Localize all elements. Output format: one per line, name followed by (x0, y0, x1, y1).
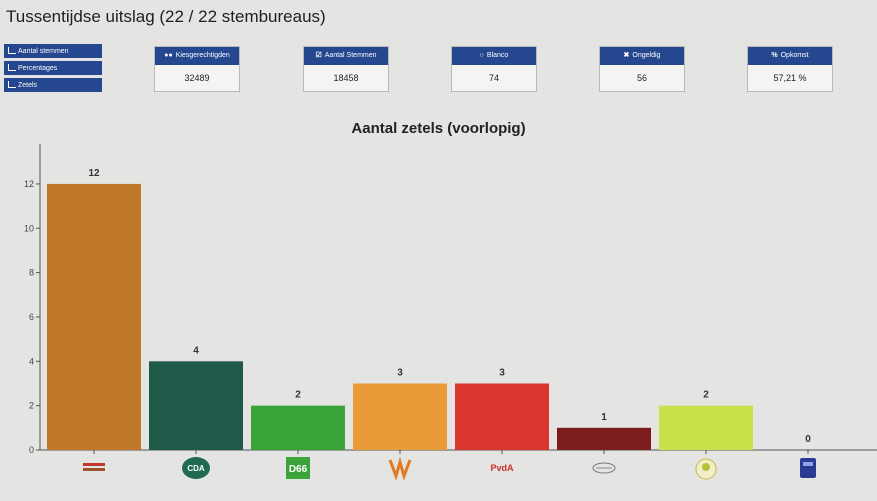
users-icon: ●● (164, 52, 173, 59)
bar[interactable] (353, 383, 447, 450)
y-tick-label: 6 (29, 312, 34, 322)
cda-logo: CDA (182, 457, 210, 479)
bar[interactable] (557, 427, 651, 450)
view-button-votes[interactable]: Aantal stemmen (4, 44, 102, 58)
bar-value-label: 3 (499, 367, 505, 378)
view-button-label: Percentages (18, 65, 58, 72)
bar-value-label: 12 (88, 168, 100, 179)
bar-value-label: 4 (193, 345, 199, 356)
view-button-label: Zetels (18, 82, 38, 89)
stat-value: 74 (488, 73, 499, 83)
party-7-logo (695, 458, 717, 480)
stat-label: Kiesgerechtigden (175, 52, 230, 59)
bar[interactable] (149, 361, 243, 450)
view-button-group: Aantal stemmen Percentages Zetels (4, 44, 102, 95)
stat-card-turnout: % Opkomst 57,21 % (747, 46, 833, 92)
bar-value-label: 0 (805, 434, 811, 445)
view-button-label: Aantal stemmen (18, 48, 69, 55)
stat-value: 32489 (184, 73, 210, 83)
stat-value: 56 (636, 73, 647, 83)
party-8-logo (800, 458, 816, 478)
y-tick-label: 8 (29, 268, 34, 278)
y-tick-label: 10 (24, 223, 34, 233)
chart-title: Aantal zetels (voorlopig) (351, 120, 526, 137)
stat-label: Aantal Stemmen (324, 52, 377, 59)
party-1-logo (83, 463, 105, 471)
party-4-logo (388, 456, 412, 481)
stat-card-blank: ○ Blanco 74 (451, 46, 537, 92)
stat-value: 18458 (333, 73, 359, 83)
check-square-icon: ☑ (315, 52, 322, 59)
circle-icon: ○ (479, 52, 484, 59)
stat-card-eligible: ●● Kiesgerechtigden 32489 (154, 46, 240, 92)
bar[interactable] (659, 405, 753, 450)
y-tick-label: 2 (29, 401, 34, 411)
x-tick-label: D66 (289, 464, 308, 475)
pvda-logo: PvdA (490, 463, 514, 473)
y-tick-label: 0 (29, 445, 34, 455)
y-tick-label: 4 (29, 356, 34, 366)
stat-label: Opkomst (780, 52, 809, 59)
bar[interactable] (251, 405, 345, 450)
view-button-percentages[interactable]: Percentages (4, 61, 102, 75)
stat-card-votes: ☑ Aantal Stemmen 18458 (303, 46, 389, 92)
stat-card-invalid: ✖ Ongeldig 56 (599, 46, 685, 92)
page-title: Tussentijdse uitslag (22 / 22 stembureau… (6, 7, 326, 26)
bar-value-label: 2 (295, 390, 301, 401)
party-6-logo (592, 462, 616, 474)
y-tick-label: 12 (24, 179, 34, 189)
stat-label: Ongeldig (632, 52, 661, 59)
bar-chart-icon (8, 64, 16, 71)
d66-logo: D66 (286, 457, 310, 479)
x-tick-label: PvdA (490, 463, 514, 473)
bar-chart-icon (8, 47, 16, 54)
stat-label: Blanco (486, 52, 509, 59)
x-icon: ✖ (623, 52, 630, 59)
bar-value-label: 3 (397, 367, 403, 378)
bar[interactable] (47, 183, 141, 451)
stat-value: 57,21 % (773, 73, 807, 83)
bar-chart-icon (8, 81, 16, 88)
bar-value-label: 2 (703, 390, 709, 401)
bar-value-label: 1 (601, 412, 607, 423)
bar[interactable] (455, 383, 549, 450)
view-button-seats[interactable]: Zetels (4, 78, 102, 92)
x-tick-label: CDA (187, 464, 205, 473)
percent-icon: % (771, 52, 778, 59)
